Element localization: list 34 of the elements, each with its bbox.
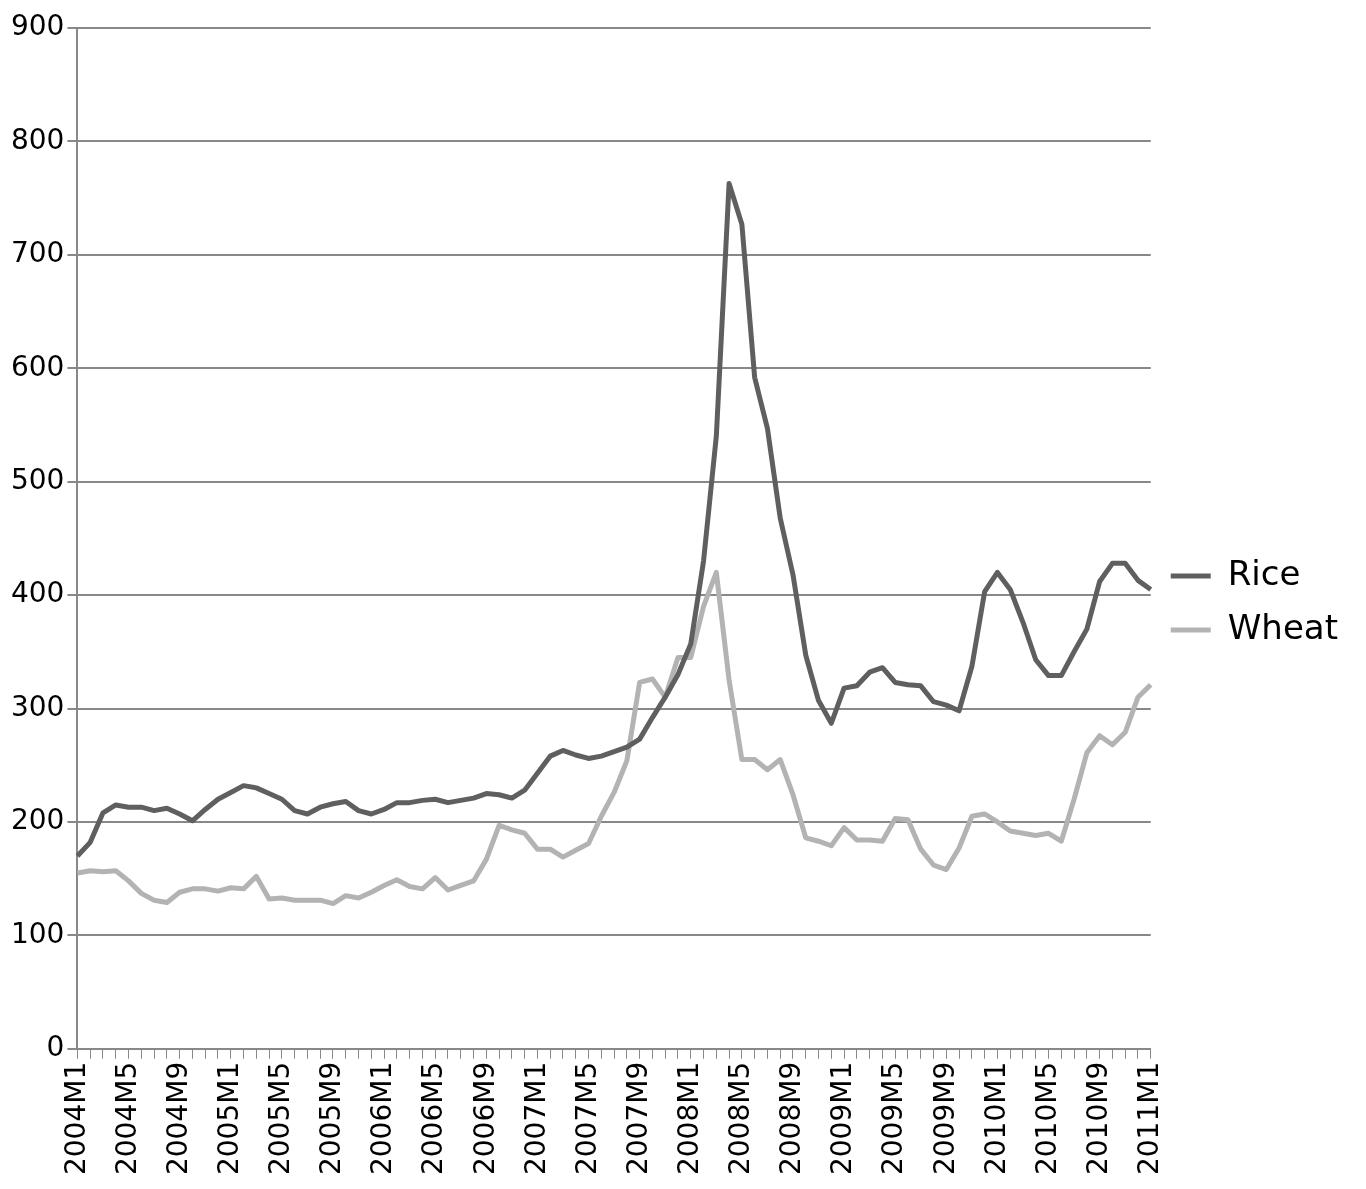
x-tick-label: 2010M5 — [1029, 1061, 1063, 1175]
x-tick-label: 2004M9 — [160, 1061, 194, 1175]
x-tick-label: 2009M5 — [876, 1061, 910, 1175]
legend-label: Wheat — [1227, 606, 1339, 647]
y-tick-label: 500 — [10, 462, 65, 496]
x-tick-label: 2007M1 — [518, 1061, 552, 1175]
y-tick-label: 700 — [10, 236, 65, 270]
x-tick-label: 2008M5 — [723, 1061, 757, 1175]
x-tick-label: 2004M5 — [109, 1061, 143, 1175]
y-tick-label: 400 — [10, 576, 65, 610]
y-tick-label: 600 — [10, 349, 65, 383]
y-tick-label: 300 — [10, 689, 65, 723]
legend-label: Rice — [1227, 552, 1301, 593]
x-tick-label: 2009M1 — [825, 1061, 859, 1175]
x-tick-label: 2010M1 — [978, 1061, 1012, 1175]
x-tick-label: 2006M5 — [416, 1061, 450, 1175]
x-tick-label: 2005M9 — [314, 1061, 348, 1175]
x-tick-label: 2007M9 — [620, 1061, 654, 1175]
x-tick-label: 2006M1 — [365, 1061, 399, 1175]
x-tick-label: 2005M1 — [212, 1061, 246, 1175]
y-tick-label: 800 — [10, 122, 65, 156]
y-tick-label: 0 — [46, 1030, 65, 1064]
y-tick-label: 900 — [10, 9, 65, 43]
y-tick-label: 200 — [10, 803, 65, 837]
x-tick-label: 2008M9 — [774, 1061, 808, 1175]
x-tick-label: 2004M1 — [58, 1061, 92, 1175]
y-tick-label: 100 — [10, 916, 65, 950]
x-tick-label: 2010M9 — [1080, 1061, 1114, 1175]
x-tick-label: 2009M9 — [927, 1061, 961, 1175]
x-tick-label: 2008M1 — [672, 1061, 706, 1175]
x-tick-label: 2005M5 — [263, 1061, 297, 1175]
x-tick-label: 2011M1 — [1132, 1061, 1166, 1175]
x-tick-label: 2007M5 — [569, 1061, 603, 1175]
x-tick-label: 2006M9 — [467, 1061, 501, 1175]
